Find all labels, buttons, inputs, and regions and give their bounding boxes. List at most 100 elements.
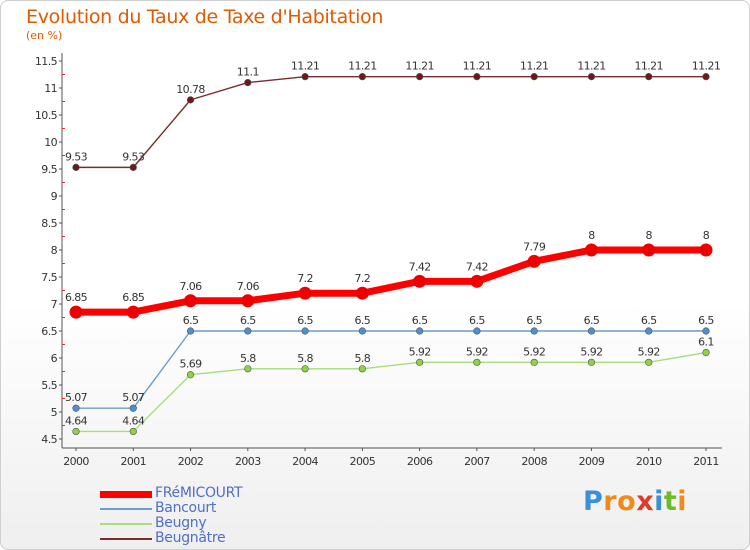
data-point bbox=[129, 163, 137, 171]
data-label: 9.53 bbox=[122, 150, 145, 163]
legend-swatch bbox=[100, 508, 152, 510]
y-tick-label: 10.5 bbox=[35, 109, 58, 122]
data-label: 6.5 bbox=[584, 314, 600, 327]
data-point bbox=[416, 73, 424, 81]
x-tick-label: 2005 bbox=[350, 455, 376, 468]
data-point bbox=[358, 365, 366, 373]
legend-label: FRéMICOURT bbox=[155, 485, 243, 501]
logo-letter: t bbox=[663, 486, 678, 517]
data-point bbox=[587, 73, 596, 81]
data-label: 7.2 bbox=[297, 272, 313, 285]
data-label: 11.21 bbox=[577, 60, 606, 73]
data-point bbox=[530, 358, 538, 366]
y-tick-label: 7 bbox=[51, 298, 58, 311]
chart-subtitle: (en %) bbox=[26, 29, 63, 42]
data-point bbox=[413, 274, 427, 288]
data-label: 11.21 bbox=[463, 60, 492, 73]
data-point bbox=[642, 243, 656, 257]
data-label: 9.53 bbox=[65, 150, 88, 163]
series-line-beugnâtre bbox=[75, 75, 707, 169]
data-point bbox=[584, 243, 598, 257]
data-label: 5.8 bbox=[355, 352, 371, 365]
data-point bbox=[358, 327, 366, 335]
x-tick-label: 2006 bbox=[407, 455, 433, 468]
x-tick-label: 2007 bbox=[464, 455, 490, 468]
data-point bbox=[358, 73, 366, 81]
data-point bbox=[72, 427, 80, 436]
data-point bbox=[702, 73, 710, 81]
data-point bbox=[702, 349, 710, 357]
x-tick-label: 2004 bbox=[292, 455, 318, 468]
data-point bbox=[470, 274, 484, 288]
data-point bbox=[72, 404, 80, 412]
series-line-frémicourt bbox=[72, 246, 710, 316]
y-tick-label: 9.5 bbox=[41, 163, 57, 176]
logo-letter: r bbox=[603, 486, 618, 517]
data-label: 5.69 bbox=[179, 358, 202, 371]
series-line-beugny bbox=[75, 351, 707, 433]
data-label: 6.5 bbox=[412, 314, 428, 327]
legend-swatch bbox=[100, 491, 152, 498]
data-point bbox=[473, 327, 481, 335]
data-label: 5.8 bbox=[240, 352, 256, 365]
chart-title: Evolution du Taux de Taxe d'Habitation bbox=[26, 6, 384, 28]
data-label: 11.21 bbox=[634, 60, 663, 73]
data-label: 11.21 bbox=[348, 60, 377, 73]
data-point bbox=[129, 427, 137, 436]
data-label: 5.92 bbox=[638, 345, 660, 358]
data-point bbox=[298, 286, 312, 300]
data-label: 5.07 bbox=[122, 391, 145, 404]
y-tick-label: 5 bbox=[51, 406, 58, 419]
data-label: 5.92 bbox=[409, 345, 431, 358]
y-tick-label: 4.5 bbox=[41, 433, 57, 446]
data-point bbox=[587, 358, 596, 366]
data-point bbox=[355, 286, 369, 300]
data-point bbox=[126, 305, 140, 319]
data-label: 6.5 bbox=[183, 314, 199, 327]
x-tick-label: 2000 bbox=[63, 455, 89, 468]
data-label: 8 bbox=[703, 229, 710, 242]
data-label: 5.8 bbox=[297, 352, 313, 365]
data-label: 6.85 bbox=[65, 291, 88, 304]
data-label: 4.64 bbox=[122, 414, 145, 427]
y-tick-label: 6.5 bbox=[41, 325, 57, 338]
x-tick-label: 2008 bbox=[521, 455, 547, 468]
data-point bbox=[186, 371, 195, 379]
data-point bbox=[129, 404, 137, 412]
data-label: 6.1 bbox=[698, 336, 714, 349]
y-tick-label: 8.5 bbox=[41, 217, 57, 230]
x-tick-label: 2009 bbox=[579, 455, 605, 468]
data-point bbox=[244, 78, 252, 87]
legend-label: Beugnâtre bbox=[155, 530, 226, 546]
logo-letter: o bbox=[617, 486, 637, 517]
data-label: 7.42 bbox=[466, 260, 488, 273]
data-label: 6.5 bbox=[297, 314, 313, 327]
data-point bbox=[301, 73, 309, 81]
y-tick-label: 9 bbox=[51, 190, 58, 203]
y-tick-label: 6 bbox=[51, 352, 58, 365]
data-label: 6.85 bbox=[122, 291, 145, 304]
data-label: 11.1 bbox=[237, 66, 259, 79]
data-point bbox=[473, 358, 481, 366]
y-tick-label: 8 bbox=[51, 244, 58, 257]
y-tick-label: 11.5 bbox=[35, 55, 58, 68]
data-label: 10.78 bbox=[176, 83, 205, 96]
data-point bbox=[244, 327, 252, 335]
data-label: 7.79 bbox=[523, 240, 546, 253]
data-label: 5.92 bbox=[466, 345, 488, 358]
logo-letter: P bbox=[583, 486, 604, 517]
data-point bbox=[530, 73, 538, 81]
data-point bbox=[527, 254, 541, 268]
data-point bbox=[241, 294, 255, 308]
data-label: 7.42 bbox=[409, 260, 431, 273]
data-label: 11.21 bbox=[520, 60, 549, 73]
data-point bbox=[645, 327, 653, 335]
data-label: 7.06 bbox=[179, 280, 202, 293]
logo-letter: i bbox=[654, 486, 664, 517]
logo-letter: x bbox=[636, 486, 655, 517]
data-point bbox=[184, 294, 198, 308]
data-label: 8 bbox=[588, 229, 595, 242]
series-line-bancourt bbox=[75, 330, 707, 409]
data-point bbox=[587, 327, 596, 335]
